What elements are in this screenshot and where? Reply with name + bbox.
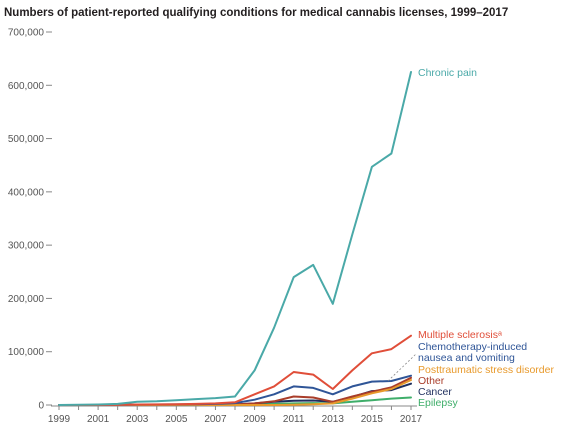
series-line-chronic-pain: [58, 71, 412, 406]
series-label: Cancer: [418, 386, 452, 398]
x-tick-label: 2011: [283, 414, 305, 425]
x-tick-label: 2007: [204, 414, 227, 425]
x-tick-label: 2013: [322, 414, 345, 425]
series-label: nausea and vomiting: [418, 352, 515, 364]
y-tick-label: 100,000: [8, 347, 45, 358]
series-labels: Chronic pain Multiple sclerosisᵃChemother…: [387, 67, 554, 409]
y-tick-label: 0: [38, 401, 44, 412]
chart-title: Numbers of patient-reported qualifying c…: [4, 7, 508, 19]
x-tick-label: 2017: [400, 414, 423, 425]
x-tick-label: 2005: [165, 414, 188, 425]
series-label: Epilepsy: [418, 397, 458, 409]
series-label: Other: [418, 375, 445, 387]
x-tick-label: 2003: [126, 414, 149, 425]
x-tick-label: 2015: [361, 414, 384, 425]
series-lines: [58, 71, 412, 406]
x-tick-label: 2009: [243, 414, 266, 425]
series-label: Posttraumatic stress disorder: [418, 364, 554, 376]
series-label: Chemotherapy-induced: [418, 341, 527, 353]
x-tick-label: 2001: [87, 414, 110, 425]
y-axis: 0 100,000 200,000 300,000 400,000 500,000 600,…: [8, 28, 52, 412]
series-label: Multiple sclerosisᵃ: [418, 329, 502, 341]
x-tick-label: 1999: [48, 414, 71, 425]
leader-line: [387, 353, 417, 382]
y-tick-label: 700,000: [8, 28, 45, 39]
y-tick-label: 500,000: [8, 134, 45, 145]
y-tick-label: 200,000: [8, 294, 45, 305]
y-tick-label: 300,000: [8, 241, 45, 252]
series-label: Chronic pain: [418, 67, 477, 79]
y-tick-label: 400,000: [8, 187, 45, 198]
x-axis: 1999 2001 2003 2005 2007 2009 2011 2013 2015 2017: [48, 405, 423, 425]
y-tick-label: 600,000: [8, 81, 45, 92]
